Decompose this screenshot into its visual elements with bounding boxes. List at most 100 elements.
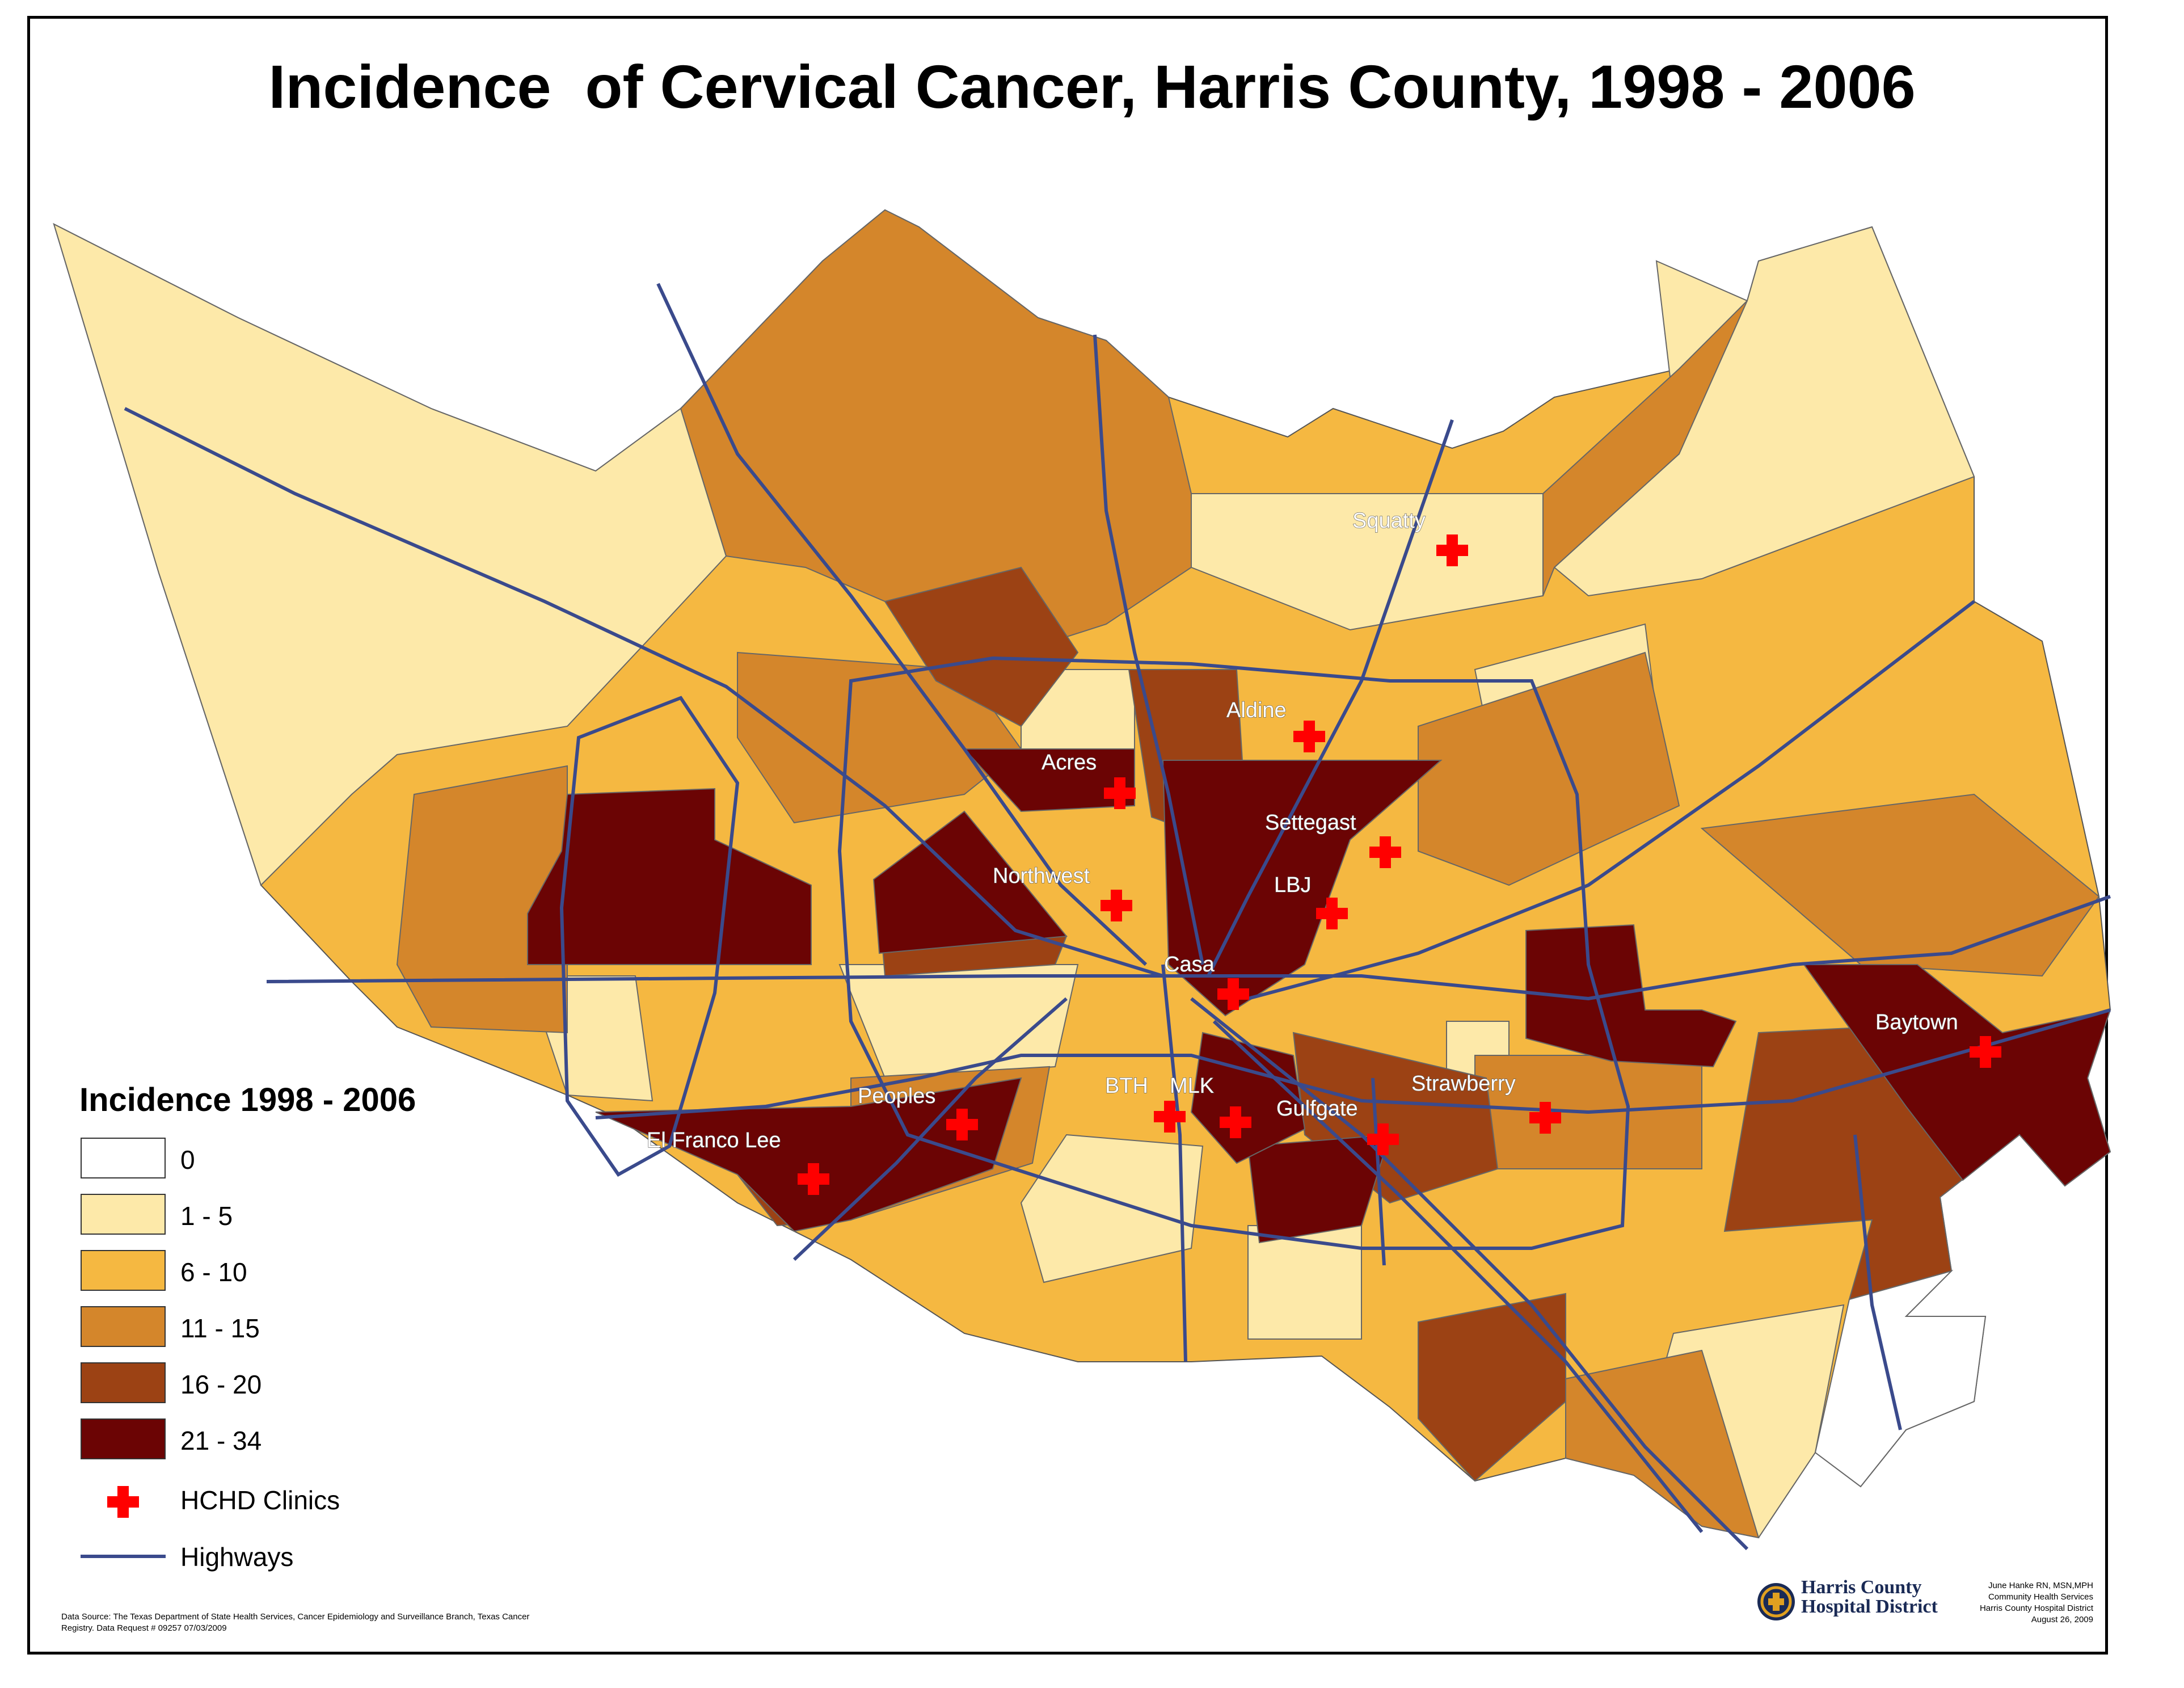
highway — [1371, 1077, 1386, 1266]
clinic-label: El Franco Lee — [647, 1129, 781, 1152]
clinic-label: LBJ — [1274, 873, 1311, 897]
clinic-label: Baytown — [1875, 1011, 1958, 1034]
clinic-cross-icon — [1970, 1036, 2001, 1068]
clinic-cross-icon — [1529, 1102, 1561, 1134]
clinic-label: Squatty — [1352, 509, 1426, 533]
legend-title: Incidence 1998 - 2006 — [79, 1081, 416, 1118]
legend-item: 21 - 34 — [79, 1418, 477, 1461]
clinic-cross-icon — [1101, 890, 1132, 921]
legend-swatch — [81, 1250, 166, 1291]
region-1-5 — [1247, 1225, 1362, 1340]
region-1-5 — [53, 223, 727, 886]
hchd-seal-icon — [1757, 1583, 1795, 1620]
clinic-marker-baytown[interactable]: Baytown — [1875, 1010, 2001, 1068]
highway — [124, 407, 1163, 978]
clinic-marker-northwest[interactable]: Northwest — [992, 864, 1132, 921]
clinic-label: Strawberry — [1411, 1072, 1516, 1096]
region-21-34 — [1247, 1134, 1391, 1244]
highway — [792, 997, 1068, 1261]
hchd-name-line: Hospital District — [1801, 1596, 1938, 1617]
clinic-marker-bth[interactable]: BTH — [1104, 1074, 1186, 1133]
legend-label: 0 — [180, 1145, 195, 1175]
legend-item: 1 - 5 — [79, 1194, 477, 1236]
highway — [1190, 997, 1749, 1551]
region-16-20 — [1418, 1293, 1566, 1482]
legend-label: Highways — [180, 1542, 294, 1572]
hchd-logo: Harris County Hospital District — [1756, 1575, 1960, 1631]
legend-swatch — [81, 1306, 166, 1347]
legend-swatch — [81, 1362, 166, 1403]
legend-swatch — [81, 1138, 166, 1178]
clinic-marker-el-franco-lee[interactable]: El Franco Lee — [646, 1128, 829, 1195]
region-11-15 — [1565, 1349, 1760, 1539]
clinic-label: Settegast — [1265, 811, 1356, 835]
legend-label: 11 - 15 — [180, 1314, 260, 1343]
credit-line: June Hanke RN, MSN,MPH — [1988, 1581, 2093, 1590]
legend-item: 16 - 20 — [79, 1362, 477, 1405]
data-source-note: Data Source: The Texas Department of Sta… — [61, 1611, 685, 1634]
region-11-15 — [680, 209, 1192, 671]
region-11-15 — [1542, 300, 1748, 596]
clinic-marker-gulfgate[interactable]: Gulfgate — [1276, 1096, 1399, 1155]
legend-label: HCHD Clinics — [180, 1485, 340, 1515]
clinic-cross-icon — [1436, 534, 1468, 566]
highway-line-icon — [81, 1555, 166, 1558]
region-21-34 — [963, 748, 1135, 813]
region-21-34 — [1525, 924, 1737, 1068]
region-11-15 — [1418, 651, 1680, 886]
clinic-cross-icon — [1220, 1106, 1251, 1138]
clinic-label: Casa — [1164, 953, 1215, 976]
clinic-label: Gulfgate — [1276, 1097, 1358, 1121]
clinic-marker-squatty[interactable]: Squatty — [1352, 508, 1468, 566]
region-21-34 — [872, 810, 1068, 954]
clinic-marker-lbj[interactable]: LBJ — [1274, 873, 1348, 929]
incidence-regions — [53, 209, 2111, 1539]
highway — [1247, 600, 1975, 1000]
clinic-cross-icon — [1154, 1101, 1186, 1133]
highway — [1161, 964, 1187, 1362]
hchd-name-line: Harris County — [1801, 1577, 1922, 1598]
legend-label: 16 - 20 — [180, 1370, 262, 1399]
map-title: Incidence of Cervical Cancer, Harris Cou… — [268, 52, 1916, 121]
clinic-label: Northwest — [993, 864, 1090, 888]
region-0 — [1814, 1270, 1987, 1488]
clinic-cross-icon — [1217, 978, 1249, 1010]
credit-line: Community Health Services — [1988, 1592, 2093, 1602]
highway — [1093, 334, 1204, 965]
credit-line: Harris County Hospital District — [1979, 1603, 2093, 1613]
clinic-marker-settegast[interactable]: Settegast — [1264, 810, 1401, 868]
clinic-markers: Squatty Aldine Acres Settegast Northwest… — [646, 508, 2001, 1195]
legend-item: 11 - 15 — [79, 1306, 477, 1349]
clinic-cross-icon — [1293, 721, 1325, 752]
clinic-label: Acres — [1042, 751, 1097, 774]
clinic-cross-icon — [946, 1109, 978, 1140]
clinic-marker-peoples[interactable]: Peoples — [857, 1084, 978, 1140]
clinic-label: BTH — [1105, 1074, 1148, 1098]
region-21-34 — [595, 1077, 1022, 1232]
highway — [1207, 419, 1454, 977]
clinic-marker-acres[interactable]: Acres — [1041, 750, 1136, 809]
region-11-15 — [396, 765, 568, 1034]
highway — [1853, 1134, 1902, 1430]
legend-item-highways: Highways — [79, 1535, 477, 1577]
clinic-cross-icon — [798, 1163, 829, 1195]
clinic-marker-strawberry[interactable]: Strawberry — [1411, 1071, 1561, 1134]
region-21-34 — [527, 788, 812, 965]
clinic-marker-casa[interactable]: Casa — [1163, 952, 1249, 1010]
credits: June Hanke RN, MSN,MPH Community Health … — [1940, 1580, 2093, 1626]
legend-item-clinics: HCHD Clinics — [79, 1478, 477, 1521]
clinic-label: MLK — [1170, 1074, 1214, 1098]
clinic-marker-aldine[interactable]: Aldine — [1226, 698, 1325, 752]
highway — [266, 895, 2111, 1001]
clinic-cross-icon — [1316, 898, 1348, 929]
legend-label: 1 - 5 — [180, 1201, 233, 1231]
legend-swatch — [81, 1194, 166, 1235]
clinic-cross-icon — [1104, 777, 1136, 809]
credit-line: August 26, 2009 — [2031, 1615, 2093, 1624]
clinic-cross-icon — [1369, 836, 1401, 868]
highway — [1212, 1020, 1704, 1533]
highway — [837, 656, 1630, 1250]
legend-swatch — [81, 1418, 166, 1459]
clinic-marker-mlk[interactable]: MLK — [1169, 1074, 1251, 1138]
